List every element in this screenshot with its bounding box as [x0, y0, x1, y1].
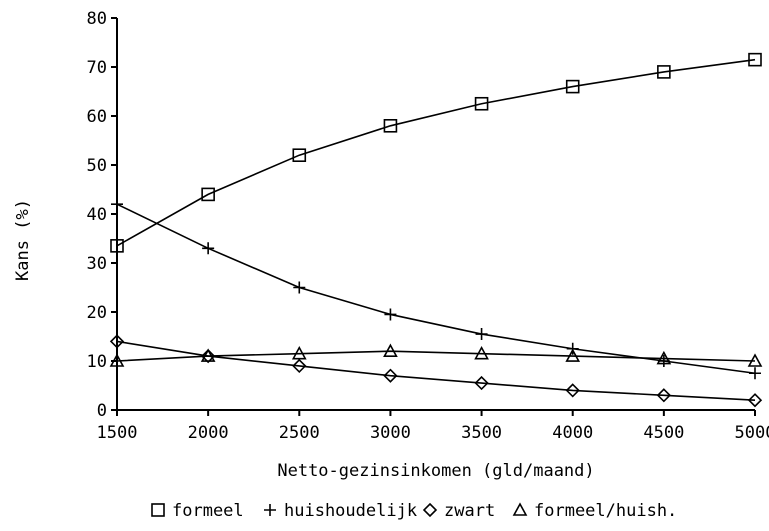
x-tick-label: 4000 [552, 423, 593, 443]
data-point-formeel [748, 52, 762, 67]
y-tick-label: 50 [87, 156, 107, 176]
data-point-zwart [201, 348, 216, 364]
data-point-huishoudelijk [202, 242, 215, 255]
data-point-formeel-huish [747, 353, 763, 367]
data-point-formeel-huish [109, 353, 125, 367]
data-point-formeel-huish [383, 343, 398, 358]
legend-marker-huishoudelijk [264, 504, 276, 516]
data-point-zwart [656, 388, 671, 403]
data-point-huishoudelijk [293, 281, 306, 294]
data-point-zwart [383, 368, 398, 383]
x-tick-label: 3000 [370, 423, 411, 443]
data-point-formeel-huish [656, 350, 672, 365]
data-point-formeel [201, 187, 215, 202]
data-point-formeel [110, 239, 124, 253]
y-tick-label: 20 [87, 303, 107, 323]
series-markers [109, 52, 763, 408]
legend-label-formeel-huish: formeel/huish. [534, 501, 677, 521]
x-tick-label: 1500 [97, 423, 138, 443]
legend-marker-zwart [422, 502, 438, 518]
legend-label-huishoudelijk: huishoudelijk [284, 501, 417, 521]
data-point-huishoudelijk [384, 308, 397, 321]
y-tick-label: 0 [97, 401, 107, 421]
legend-label-formeel: formeel [172, 501, 244, 521]
data-point-zwart [474, 375, 489, 391]
data-point-formeel-huish [565, 348, 581, 362]
y-tick-label: 70 [87, 58, 107, 78]
series-line-formeel-huish [116, 350, 756, 362]
y-axis-label: Kans (%) [13, 199, 33, 281]
series-line-zwart [116, 340, 756, 401]
data-point-formeel [474, 96, 489, 111]
y-tick-label: 30 [87, 254, 107, 274]
x-ticks: 1500 2000 2500 3000 3500 4000 4500 5000 [97, 410, 769, 443]
data-point-huishoudelijk [111, 198, 123, 211]
axes [116, 18, 755, 411]
x-tick-label: 3500 [461, 423, 502, 443]
y-ticks: 0 10 20 30 40 50 60 70 80 [87, 9, 117, 421]
data-point-zwart [109, 334, 125, 349]
data-point-formeel [657, 65, 671, 79]
data-point-formeel [292, 148, 307, 162]
y-tick-label: 60 [87, 107, 107, 127]
data-point-zwart [565, 383, 580, 398]
y-tick-label: 10 [87, 352, 107, 372]
series-line-huishoudelijk [116, 203, 756, 375]
data-point-zwart [747, 393, 763, 408]
y-tick-label: 40 [87, 205, 107, 225]
x-tick-label: 2500 [279, 423, 320, 443]
legend-label-zwart: zwart [444, 501, 495, 521]
data-point-formeel-huish [200, 348, 216, 362]
data-point-zwart [292, 358, 307, 374]
legend: formeel huishoudelijk zwart formeel/huish. [151, 501, 677, 521]
data-point-huishoudelijk [749, 367, 761, 380]
y-tick-label: 80 [87, 9, 107, 29]
data-point-formeel-huish [291, 345, 307, 360]
series-line-formeel [116, 58, 756, 247]
legend-marker-formeel-huish [512, 502, 528, 516]
x-axis-label: Netto-gezinsinkomen (gld/maand) [277, 461, 594, 481]
data-point-formeel [565, 79, 580, 94]
x-tick-label: 4500 [643, 423, 684, 443]
x-tick-label: 5000 [735, 423, 769, 443]
data-point-formeel [383, 119, 398, 133]
x-tick-label: 2000 [188, 423, 229, 443]
data-point-huishoudelijk [475, 328, 488, 341]
data-point-formeel-huish [474, 345, 489, 360]
series-lines [116, 58, 756, 401]
legend-marker-formeel [151, 503, 165, 517]
